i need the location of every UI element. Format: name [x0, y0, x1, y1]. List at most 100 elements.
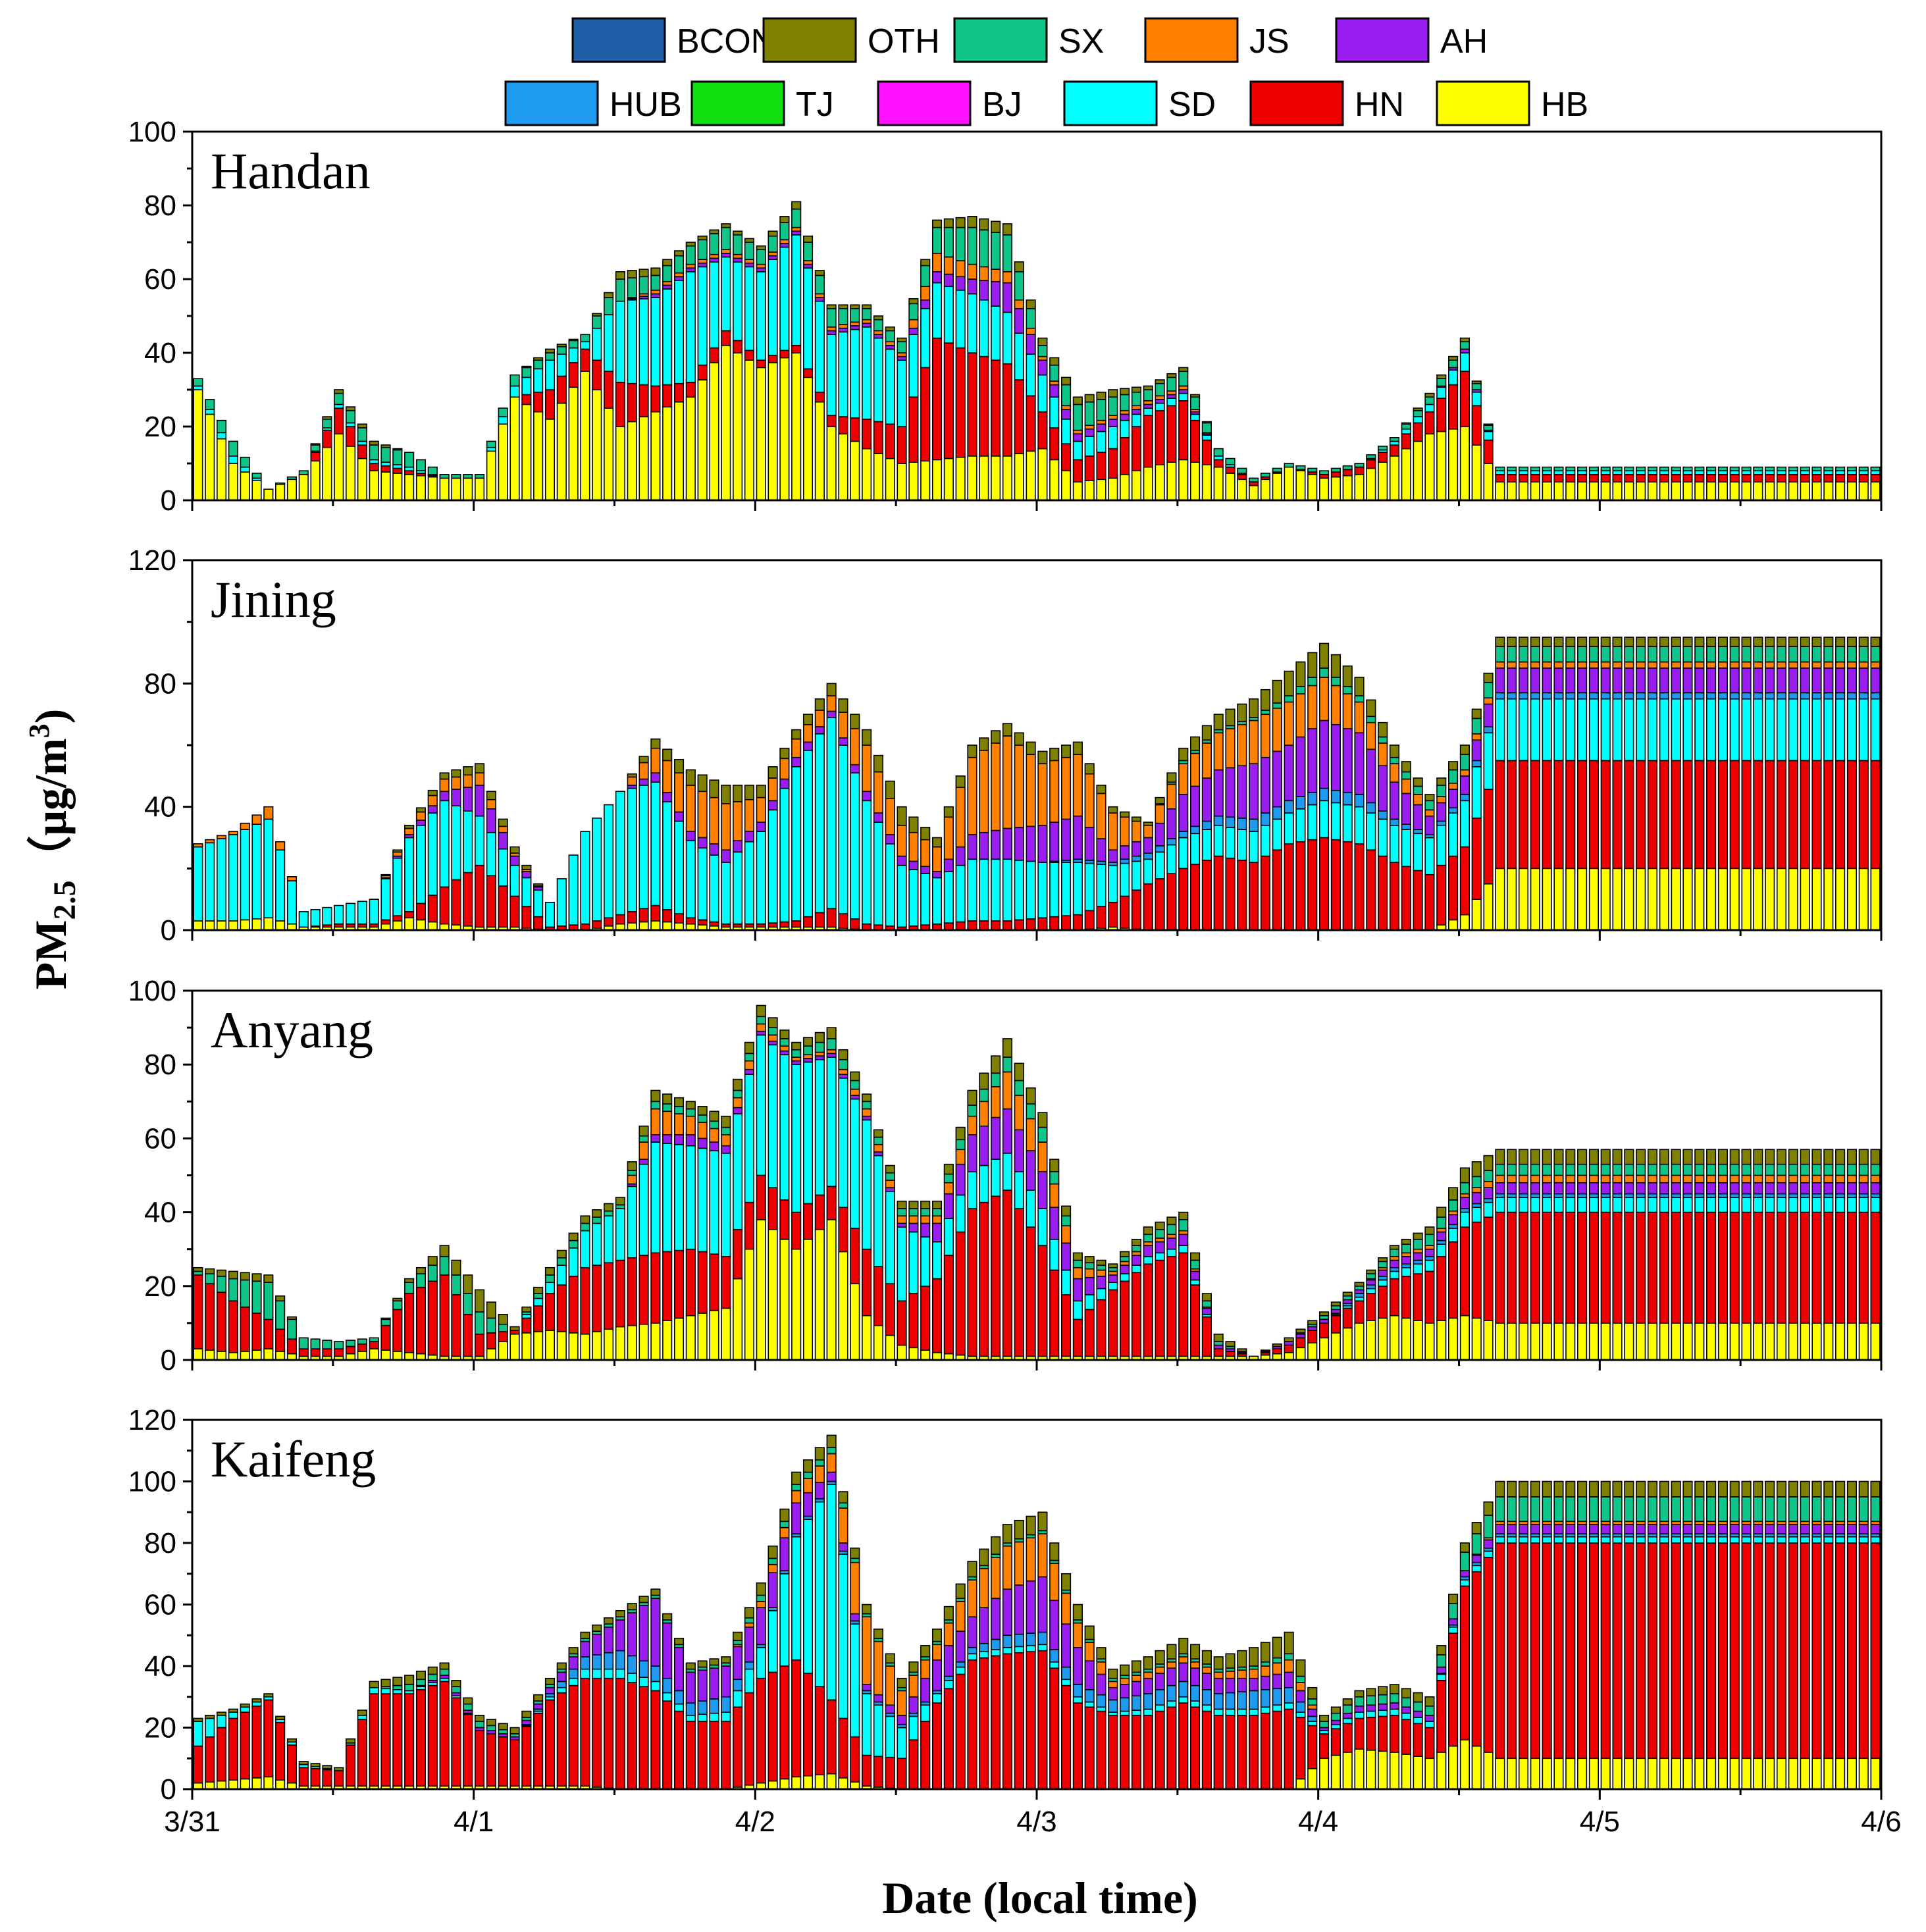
bar-kaifeng-hub [1201, 1689, 1212, 1706]
bar-anyang-hb [615, 1326, 625, 1361]
bar-anyang-ah [779, 1050, 790, 1056]
bar-anyang-oth [1530, 1149, 1540, 1165]
bar-jining-oth [979, 737, 989, 751]
bar-anyang-hn [673, 1249, 685, 1319]
bar-kaifeng-sd [1858, 1536, 1869, 1544]
bar-jining-hn [1870, 760, 1881, 870]
panel-title-jining: Jining [211, 571, 336, 628]
bar-handan-sx [1237, 467, 1247, 474]
bar-anyang-oth [1237, 1348, 1247, 1352]
bar-handan-sd [1835, 470, 1846, 475]
bar-handan-sd [193, 385, 203, 390]
bar-handan-sd [1155, 402, 1165, 411]
bar-jining-ah [1811, 667, 1822, 694]
bar-anyang-hn [1108, 1289, 1118, 1357]
bar-jining-sd [1507, 698, 1517, 762]
bar-kaifeng-hn [544, 1699, 556, 1787]
bar-kaifeng-hn [334, 1770, 344, 1787]
bar-handan-hn [345, 426, 356, 447]
bar-kaifeng-sd [1542, 1536, 1552, 1544]
bar-anyang-ah [814, 1055, 825, 1060]
bar-anyang-hb [1729, 1322, 1740, 1361]
bar-anyang-sx [1131, 1245, 1142, 1253]
bar-anyang-hb [826, 1219, 837, 1361]
bar-handan-sx [1260, 473, 1271, 478]
bar-handan-sx [193, 378, 203, 387]
bar-kaifeng-ah [1600, 1524, 1611, 1534]
bar-anyang-hn [1800, 1211, 1810, 1324]
bar-anyang-hn [451, 1294, 461, 1357]
bar-kaifeng-sx [404, 1684, 415, 1692]
bar-handan-ah [943, 273, 954, 287]
bar-anyang-sx [826, 1038, 837, 1051]
bar-anyang-sx [791, 1049, 802, 1058]
bar-handan-sd [1002, 311, 1013, 365]
bar-kaifeng-hub [1060, 1666, 1072, 1681]
bar-kaifeng-js [873, 1640, 884, 1696]
bar-kaifeng-hub [1096, 1694, 1106, 1708]
bar-jining-hn [1096, 906, 1106, 929]
bar-kaifeng-oth [592, 1624, 602, 1632]
bar-kaifeng-sd [1565, 1536, 1576, 1544]
bar-anyang-sd [1436, 1243, 1447, 1257]
y-tick-label-kaifeng: 40 [144, 1650, 176, 1683]
bar-jining-oth [1201, 725, 1212, 741]
y-axis-title-close: ) [26, 709, 76, 724]
bar-anyang-oth [931, 1200, 943, 1209]
bar-anyang-sx [439, 1256, 450, 1276]
bar-anyang-ah [1072, 1278, 1083, 1302]
bar-handan-hb [1459, 426, 1470, 501]
bar-anyang-hb [908, 1347, 919, 1361]
bar-kaifeng-sd [1413, 1717, 1423, 1725]
bar-handan-oth [709, 229, 719, 234]
bar-kaifeng-hn [931, 1702, 943, 1790]
bar-anyang-hn [1741, 1211, 1752, 1324]
bar-kaifeng-sd [1647, 1536, 1658, 1544]
bar-kaifeng-hn [1366, 1717, 1376, 1751]
bar-kaifeng-js [1189, 1661, 1201, 1669]
bar-kaifeng-hub [1178, 1681, 1189, 1698]
bar-jining-ah [1612, 667, 1623, 694]
bar-anyang-sd [1155, 1252, 1165, 1261]
bar-jining-sd [768, 809, 778, 924]
bar-jining-hb [1753, 868, 1763, 931]
bar-kaifeng-sd [721, 1711, 731, 1722]
bar-jining-ah [427, 805, 438, 814]
bar-jining-sd [228, 834, 238, 922]
bar-handan-sd [1014, 332, 1024, 380]
bar-anyang-ah [1295, 1333, 1306, 1339]
bar-anyang-hb [1424, 1322, 1435, 1361]
bar-jining-oth [662, 748, 673, 762]
bar-kaifeng-hn [415, 1689, 427, 1787]
bar-kaifeng-sd [1378, 1710, 1388, 1717]
bar-handan-hn [1201, 439, 1212, 465]
bar-handan-hb [873, 453, 884, 501]
bar-kaifeng-oth [451, 1680, 461, 1687]
bar-jining-js [1577, 661, 1588, 669]
bar-anyang-js [1870, 1174, 1881, 1184]
bar-anyang-sx [345, 1340, 356, 1347]
bar-jining-hb [1459, 914, 1470, 931]
bar-kaifeng-oth [1600, 1480, 1611, 1498]
bar-jining-hn [979, 920, 989, 931]
x-tick-label: 4/4 [1298, 1806, 1338, 1838]
bar-kaifeng-sx [779, 1521, 790, 1528]
bar-kaifeng-hn [1037, 1650, 1048, 1790]
bar-kaifeng-hn [1612, 1542, 1623, 1760]
bar-anyang-sd [1800, 1197, 1810, 1213]
bar-jining-oth [1577, 637, 1588, 647]
bar-jining-js [1659, 661, 1669, 669]
bar-jining-oth [1788, 637, 1798, 647]
bar-jining-hn [1237, 860, 1247, 931]
bar-kaifeng-sx [486, 1725, 496, 1731]
bar-handan-ah [802, 263, 814, 269]
bar-handan-sd [1037, 374, 1048, 413]
bar-kaifeng-hb [802, 1775, 814, 1790]
bar-handan-sx [1178, 371, 1189, 387]
bar-kaifeng-hn [1189, 1706, 1201, 1790]
bar-handan-ah [838, 327, 848, 333]
bar-kaifeng-sd [1600, 1536, 1611, 1544]
bar-handan-hb [427, 476, 438, 501]
panel-title-kaifeng: Kaifeng [211, 1430, 376, 1488]
bar-kaifeng-oth [1049, 1542, 1060, 1561]
